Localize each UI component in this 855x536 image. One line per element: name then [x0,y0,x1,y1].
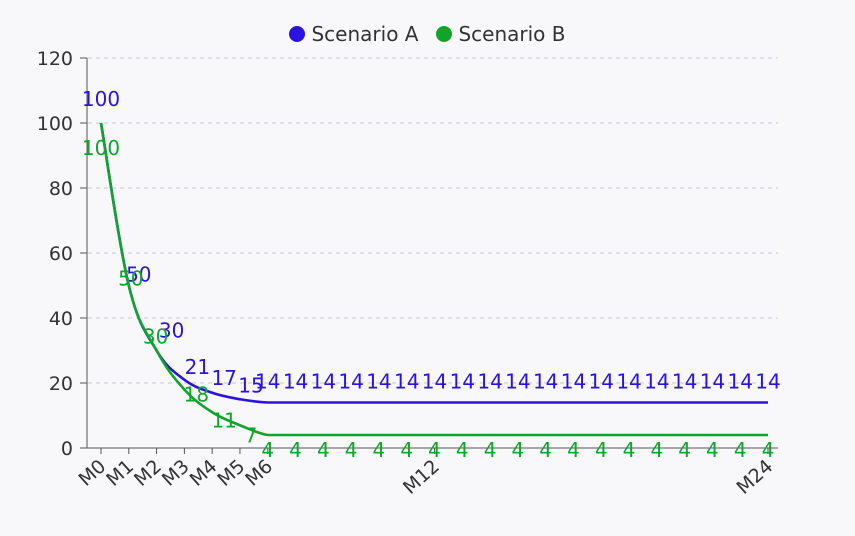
data-label-scenario-b-M13: 4 [456,438,469,462]
data-label-scenario-a-M11: 14 [394,370,419,394]
legend-item-scenario-b[interactable]: Scenario B [436,22,566,46]
data-label-scenario-a-M17: 14 [561,370,586,394]
y-tick-label-0: 0 [61,438,73,460]
y-tick-label-100: 100 [37,113,73,135]
y-tick-label-60: 60 [49,243,73,265]
data-label-scenario-a-M20: 14 [644,370,669,394]
series-line-scenario-b [99,122,768,437]
data-label-scenario-a-M5: 15 [238,373,263,397]
data-label-scenario-b-M21: 4 [678,438,691,462]
data-label-scenario-b-M18: 4 [595,438,608,462]
data-label-scenario-b-M0: 100 [82,136,120,160]
data-label-scenario-b-M2: 30 [143,325,168,349]
y-tick-label-20: 20 [49,373,73,395]
data-label-scenario-a-M10: 14 [366,370,391,394]
data-label-scenario-a-M0: 100 [82,87,120,111]
data-label-scenario-b-M12: 4 [428,438,441,462]
data-label-scenario-b-M23: 4 [734,438,747,462]
data-label-scenario-a-M12: 14 [422,370,447,394]
data-label-scenario-a-M16: 14 [533,370,558,394]
legend-marker-scenario-b [436,26,453,42]
data-label-scenario-b-M5: 7 [245,423,258,447]
data-label-scenario-a-M2: 30 [159,319,184,343]
legend: Scenario A Scenario B [0,22,855,46]
data-label-scenario-b-M15: 4 [512,438,525,462]
data-label-scenario-a-M3: 21 [185,355,210,379]
data-label-scenario-b-M4: 11 [211,408,236,432]
data-label-scenario-b-M3: 18 [184,383,209,407]
data-label-scenario-b-M22: 4 [706,438,719,462]
data-label-scenario-b-M17: 4 [567,438,580,462]
data-label-scenario-b-M19: 4 [623,438,636,462]
data-label-scenario-b-M14: 4 [484,438,497,462]
data-label-scenario-b-M20: 4 [650,438,663,462]
data-label-scenario-b-M10: 4 [373,438,386,462]
data-label-scenario-a-M15: 14 [505,370,530,394]
y-tick-label-40: 40 [49,308,73,330]
data-label-scenario-b-M16: 4 [539,438,552,462]
data-label-scenario-b-M6: 4 [261,438,274,462]
data-label-scenario-a-M14: 14 [477,370,502,394]
y-tick-label-80: 80 [49,178,73,200]
y-tick-label-120: 120 [37,48,73,70]
data-label-scenario-a-M8: 14 [311,370,336,394]
legend-marker-scenario-a [289,26,306,42]
data-label-scenario-a-M18: 14 [589,370,614,394]
data-label-scenario-a-M1: 50 [126,263,151,287]
series-line-scenario-a [99,122,768,404]
data-label-scenario-a-M21: 14 [672,370,697,394]
data-label-scenario-b-M7: 4 [289,438,302,462]
data-label-scenario-a-M9: 14 [338,370,363,394]
data-label-scenario-b-M9: 4 [345,438,358,462]
data-label-scenario-a-M19: 14 [616,370,641,394]
data-label-scenario-b-M24: 4 [762,438,775,462]
data-label-scenario-a-M13: 14 [450,370,475,394]
data-label-scenario-a-M23: 14 [727,370,752,394]
legend-label-scenario-b: Scenario B [458,22,566,46]
legend-label-scenario-a: Scenario A [311,22,419,46]
legend-item-scenario-a[interactable]: Scenario A [289,22,418,46]
data-label-scenario-b-M8: 4 [317,438,330,462]
data-label-scenario-a-M24: 14 [755,370,780,394]
data-label-scenario-a-M6: 14 [255,370,280,394]
data-label-scenario-a-M22: 14 [700,370,725,394]
data-label-scenario-b-M11: 4 [400,438,413,462]
data-label-scenario-b-M1: 50 [118,267,143,291]
data-label-scenario-a-M7: 14 [283,370,308,394]
data-label-scenario-a-M4: 17 [211,366,236,390]
